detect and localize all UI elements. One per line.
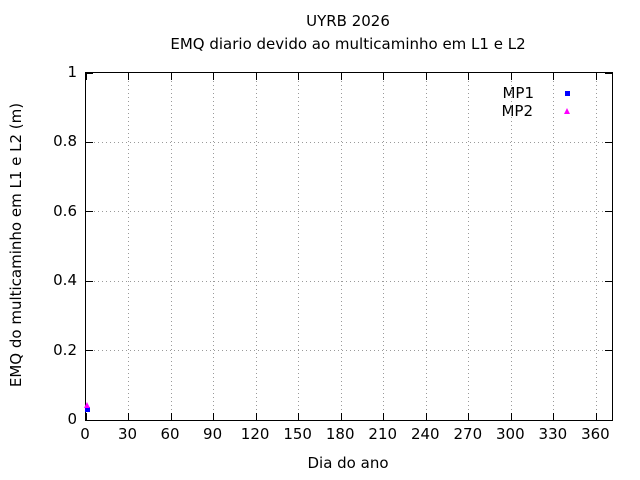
- legend-marker-square-icon: [565, 90, 570, 96]
- v-gridline-180: [340, 73, 342, 420]
- x-tick-mirror-330: [553, 73, 555, 80]
- legend-row-mp2: MP2: [501, 102, 570, 120]
- v-gridline-60: [170, 73, 172, 420]
- v-gridline-330: [553, 73, 555, 420]
- x-tick-150: [298, 413, 300, 420]
- v-gridline-90: [213, 73, 215, 420]
- x-tick-mirror-360: [595, 73, 597, 80]
- x-tick-mirror-90: [213, 73, 215, 80]
- y-tick-label-0.6: 0.6: [53, 201, 77, 220]
- y-tick-label-0: 0: [67, 410, 77, 428]
- v-gridline-240: [425, 73, 427, 420]
- x-tick-mirror-180: [340, 73, 342, 80]
- x-tick-0: [85, 413, 87, 420]
- x-tick-mirror-240: [425, 73, 427, 80]
- x-tick-180: [340, 413, 342, 420]
- y-tick-mirror-0.8: [605, 141, 612, 143]
- v-gridline-270: [468, 73, 470, 420]
- y-tick-label-0.8: 0.8: [53, 132, 77, 151]
- v-gridline-210: [383, 73, 385, 420]
- y-tick-0.4: [86, 280, 93, 282]
- v-gridline-120: [255, 73, 257, 420]
- v-gridline-360: [595, 73, 597, 420]
- x-tick-30: [128, 413, 130, 420]
- legend-marker-triangle-icon: [564, 108, 570, 114]
- data-point-mp1: [84, 407, 90, 413]
- y-tick-0.6: [86, 211, 93, 213]
- x-tick-60: [170, 413, 172, 420]
- x-tick-240: [425, 413, 427, 420]
- plot-area: MP1 MP2: [84, 72, 613, 421]
- legend: MP1 MP2: [501, 84, 570, 120]
- x-tick-label-240: 240: [410, 425, 440, 443]
- x-tick-90: [213, 413, 215, 420]
- x-tick-label-150: 150: [283, 425, 312, 443]
- y-tick-label-0.4: 0.4: [53, 271, 77, 290]
- y-axis-label: EMQ do multicaminho em L1 e L2 (m): [7, 102, 25, 388]
- x-tick-label-270: 270: [453, 425, 483, 443]
- x-tick-label-330: 330: [538, 425, 568, 443]
- v-gridline-30: [128, 73, 130, 420]
- data-point-mp2: [84, 402, 91, 409]
- x-tick-label-210: 210: [368, 425, 398, 443]
- y-tick-mirror-0.2: [605, 350, 612, 352]
- v-gridline-300: [510, 73, 512, 420]
- legend-label-mp2: MP2: [501, 102, 533, 120]
- y-tick-mirror-1: [605, 72, 612, 74]
- x-tick-mirror-30: [128, 73, 130, 80]
- x-tick-mirror-120: [255, 73, 257, 80]
- h-gridline-0.4: [86, 280, 612, 282]
- x-tick-label-90: 90: [203, 425, 223, 443]
- y-tick-mirror-0: [605, 419, 612, 421]
- x-tick-label-0: 0: [80, 425, 90, 443]
- y-tick-mirror-0.4: [605, 280, 612, 282]
- legend-row-mp1: MP1: [501, 84, 570, 102]
- y-tick-0.8: [86, 141, 93, 143]
- x-tick-mirror-150: [298, 73, 300, 80]
- x-tick-label-300: 300: [496, 425, 525, 443]
- x-tick-210: [383, 413, 385, 420]
- x-tick-270: [468, 413, 470, 420]
- h-gridline-0.8: [86, 141, 612, 143]
- v-gridline-150: [298, 73, 300, 420]
- x-tick-330: [553, 413, 555, 420]
- x-axis-label: Dia do ano: [307, 454, 389, 472]
- chart-subtitle: EMQ diario devido ao multicaminho em L1 …: [170, 35, 526, 53]
- x-tick-120: [255, 413, 257, 420]
- h-gridline-0.2: [86, 350, 612, 352]
- legend-label-mp1: MP1: [502, 84, 534, 102]
- x-tick-label-360: 360: [581, 425, 610, 443]
- y-tick-mirror-0.6: [605, 211, 612, 213]
- x-tick-mirror-60: [170, 73, 172, 80]
- y-tick-label-1: 1: [67, 63, 77, 81]
- y-tick-0: [86, 419, 93, 421]
- y-tick-0.2: [86, 350, 93, 352]
- y-tick-label-0.2: 0.2: [53, 340, 77, 359]
- x-tick-mirror-210: [383, 73, 385, 80]
- x-tick-label-120: 120: [240, 425, 270, 443]
- x-tick-360: [595, 413, 597, 420]
- y-tick-1: [86, 72, 93, 74]
- x-tick-300: [510, 413, 512, 420]
- x-tick-mirror-270: [468, 73, 470, 80]
- x-tick-mirror-300: [510, 73, 512, 80]
- x-tick-mirror-0: [85, 73, 87, 80]
- x-tick-label-30: 30: [117, 425, 138, 443]
- x-tick-label-180: 180: [325, 425, 355, 443]
- h-gridline-0.6: [86, 211, 612, 213]
- chart-title: UYRB 2026: [306, 12, 390, 30]
- x-tick-label-60: 60: [160, 425, 180, 443]
